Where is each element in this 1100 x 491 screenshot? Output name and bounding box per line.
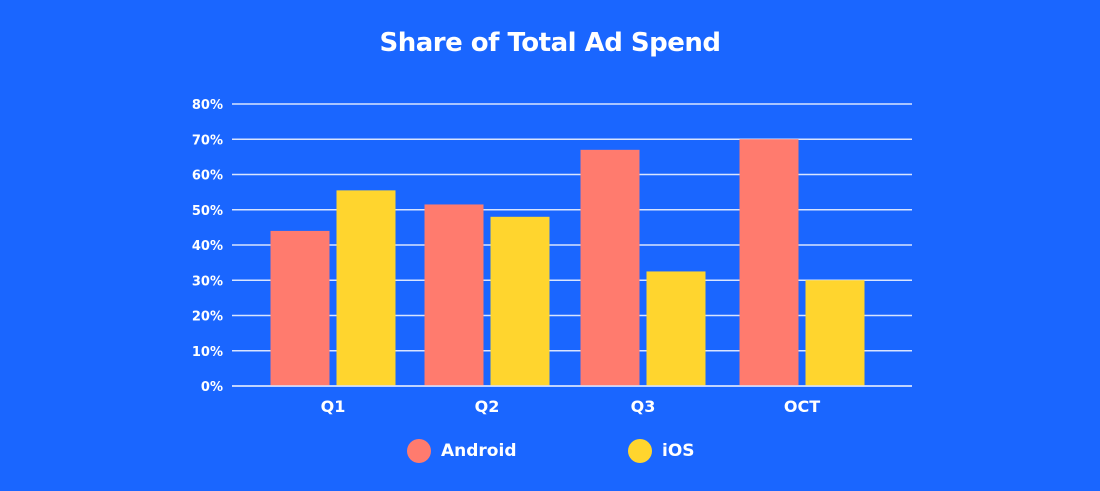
y-tick-label: 60% (192, 169, 223, 184)
y-tick-label: 20% (192, 310, 223, 325)
chart-title: Share of Total Ad Spend (379, 28, 721, 58)
x-tick-label: Q1 (321, 397, 346, 416)
bar-android-q2 (424, 204, 484, 386)
bar-ios-oct (805, 280, 865, 386)
y-tick-label: 50% (192, 204, 223, 219)
legend-label-ios: iOS (662, 441, 695, 461)
x-tick-label: Q3 (631, 397, 656, 416)
legend-label-android: Android (441, 441, 517, 461)
bar-android-q1 (270, 230, 330, 386)
y-tick-label: 70% (192, 133, 223, 148)
legend-swatch-android (407, 439, 431, 463)
bar-ios-q3 (646, 271, 706, 386)
x-tick-label: OCT (784, 397, 820, 416)
legend-swatch-ios (628, 439, 652, 463)
legend-item-android: Android (407, 437, 517, 465)
y-tick-label: 10% (192, 345, 223, 360)
bar-ios-q1 (336, 190, 396, 386)
y-tick-label: 80% (192, 98, 223, 113)
y-tick-label: 30% (192, 274, 223, 289)
y-tick-label: 0% (201, 380, 223, 395)
x-tick-label: Q2 (475, 397, 500, 416)
bar-android-q3 (580, 149, 640, 386)
bar-android-oct (739, 139, 799, 386)
bar-ios-q2 (490, 216, 550, 386)
legend-item-ios: iOS (628, 437, 695, 465)
legend: Android iOS (0, 437, 1100, 465)
y-tick-label: 40% (192, 239, 223, 254)
